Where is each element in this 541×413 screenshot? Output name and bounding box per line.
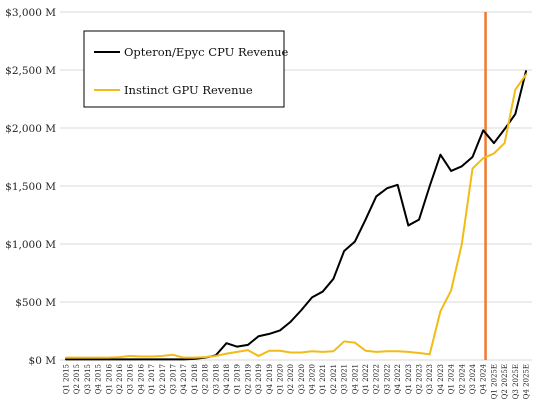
x-tick-label: Q4 2021 <box>351 364 359 394</box>
x-tick-label: Q1 2017 <box>148 364 156 394</box>
series-line-gpu <box>65 73 527 359</box>
x-tick-label: Q4 2018 <box>223 364 231 394</box>
y-axis-ticks: $0 M $500 M $1,000 M $1,500 M $2,000 M $2,500… <box>5 7 56 367</box>
x-tick-label: Q2 2020 <box>287 364 295 394</box>
x-tick-label: Q4 2015 <box>95 364 103 394</box>
y-tick-label: $1,500 M <box>5 181 56 193</box>
x-tick-label: Q3 2020 <box>298 364 306 394</box>
x-tick-label: Q4 2019 <box>266 364 274 394</box>
legend-box <box>83 30 285 108</box>
x-tick-label: Q4 2022 <box>394 364 402 394</box>
x-tick-label: Q1 2024 <box>448 363 456 394</box>
x-tick-label: Q4 2025E <box>523 364 531 399</box>
series-line-cpu <box>65 70 527 361</box>
x-tick-label: Q1 2018 <box>191 364 199 394</box>
x-tick-label: Q1 2022 <box>362 364 370 394</box>
x-tick-label: Q3 2016 <box>127 363 135 394</box>
x-tick-label: Q1 2021 <box>319 364 327 394</box>
x-tick-label: Q3 2025E <box>512 364 520 399</box>
y-tick-label: $0 M <box>29 355 57 367</box>
y-tick-label: $500 M <box>15 297 56 309</box>
x-tick-label: Q2 2015 <box>73 364 81 394</box>
x-tick-label: Q3 2024 <box>469 363 477 394</box>
x-tick-label: Q4 2016 <box>137 363 145 394</box>
x-tick-label: Q1 2016 <box>105 363 113 394</box>
x-axis-ticks: Q1 2015 Q2 2015 Q3 2015 Q4 2015 Q1 2016 Q2 20… <box>63 363 531 399</box>
x-tick-label: Q1 2020 <box>276 364 284 394</box>
x-tick-label: Q1 2025E <box>490 364 498 399</box>
x-tick-label: Q3 2021 <box>341 364 349 394</box>
x-tick-label: Q3 2015 <box>84 364 92 394</box>
x-tick-label: Q3 2018 <box>212 364 220 394</box>
legend-label-gpu: Instinct GPU Revenue <box>124 83 253 97</box>
y-tick-label: $1,000 M <box>5 239 56 251</box>
x-tick-label: Q2 2019 <box>244 364 252 394</box>
y-tick-label: $2,000 M <box>5 123 56 135</box>
x-tick-label: Q4 2024 <box>480 363 488 394</box>
x-tick-label: Q4 2023 <box>437 364 445 394</box>
x-tick-label: Q1 2019 <box>234 364 242 394</box>
legend: Opteron/Epyc CPU Revenue Instinct GPU Re… <box>83 30 289 108</box>
x-tick-label: Q2 2021 <box>330 364 338 394</box>
x-tick-label: Q1 2015 <box>63 364 71 394</box>
y-tick-label: $2,500 M <box>5 65 56 77</box>
x-tick-label: Q2 2024 <box>458 363 466 394</box>
x-tick-label: Q4 2020 <box>309 364 317 394</box>
x-tick-label: Q2 2018 <box>202 364 210 394</box>
x-tick-label: Q3 2017 <box>169 364 177 394</box>
x-tick-label: Q3 2019 <box>255 364 263 394</box>
x-tick-label: Q2 2023 <box>416 364 424 394</box>
x-tick-label: Q2 2022 <box>373 364 381 394</box>
x-tick-label: Q3 2023 <box>426 364 434 394</box>
x-tick-label: Q1 2023 <box>405 364 413 394</box>
x-tick-label: Q2 2016 <box>116 363 124 394</box>
y-tick-label: $3,000 M <box>5 7 56 19</box>
series-lines <box>65 70 527 361</box>
x-tick-label: Q2 2017 <box>159 364 167 394</box>
x-tick-label: Q4 2017 <box>180 364 188 394</box>
x-tick-label: Q3 2022 <box>383 364 391 394</box>
legend-label-cpu: Opteron/Epyc CPU Revenue <box>124 45 289 59</box>
x-tick-label: Q2 2025E <box>501 364 509 399</box>
